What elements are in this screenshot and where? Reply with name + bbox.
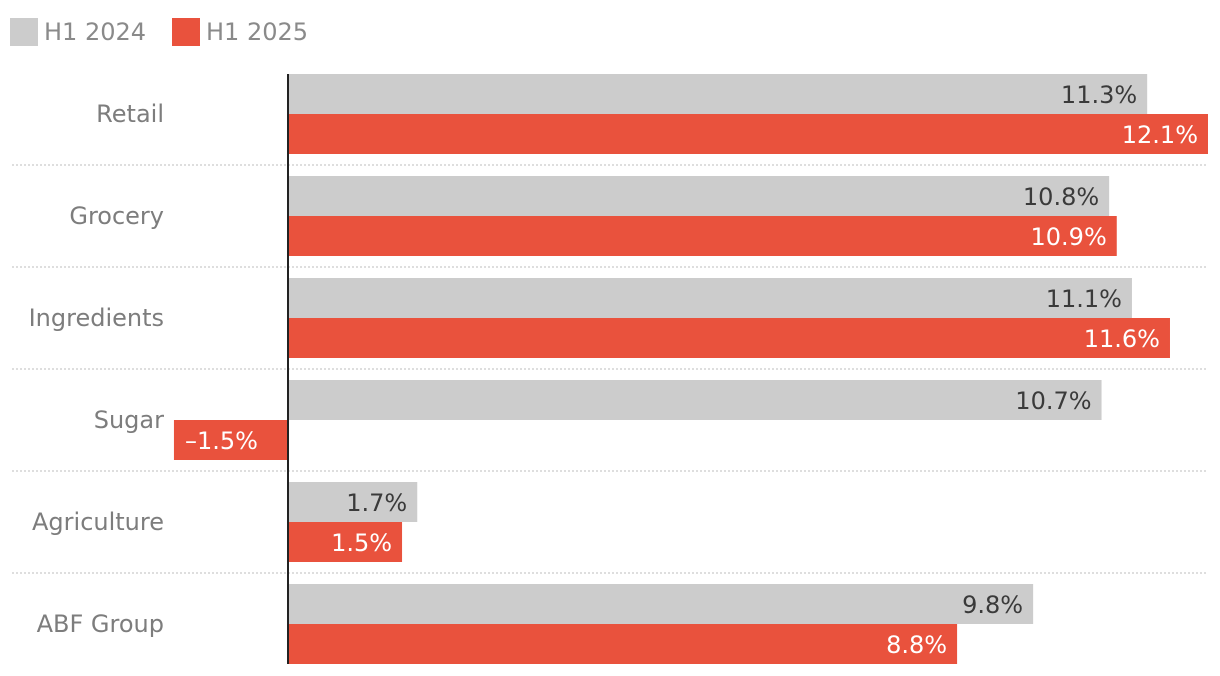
category-labels: Retail Grocery Ingredients Sugar Agriculture… <box>29 100 165 638</box>
category-label-abf-group: ABF Group <box>37 610 164 638</box>
bar-h1-2024-ingredients <box>288 278 1132 318</box>
bar-h1-2025-retail <box>288 114 1208 154</box>
category-separators <box>12 164 1208 574</box>
bars <box>173 74 1208 664</box>
bar-h1-2024-retail <box>288 74 1148 114</box>
category-label-ingredients: Ingredients <box>29 304 164 332</box>
value-label-h1-2024-ingredients: 11.1% <box>1046 285 1122 313</box>
category-label-sugar: Sugar <box>94 406 164 434</box>
category-label-agriculture: Agriculture <box>32 508 164 536</box>
bar-h1-2025-ingredients <box>288 318 1170 358</box>
legend-swatch-h1-2024 <box>10 18 38 46</box>
value-label-h1-2024-grocery: 10.8% <box>1023 183 1099 211</box>
value-label-h1-2025-agriculture: 1.5% <box>331 529 392 557</box>
value-label-h1-2025-grocery: 10.9% <box>1031 223 1107 251</box>
value-label-h1-2025-sugar: –1.5% <box>185 427 258 455</box>
value-label-h1-2024-abf-group: 9.8% <box>962 591 1023 619</box>
value-label-h1-2025-retail: 12.1% <box>1122 121 1198 149</box>
value-label-h1-2024-retail: 11.3% <box>1061 81 1137 109</box>
bar-h1-2025-agriculture <box>288 522 403 562</box>
legend: H1 2024 H1 2025 <box>10 18 308 46</box>
bar-h1-2024-grocery <box>288 176 1110 216</box>
category-label-retail: Retail <box>96 100 164 128</box>
legend-label-h1-2025: H1 2025 <box>206 18 308 46</box>
value-label-h1-2024-agriculture: 1.7% <box>346 489 407 517</box>
legend-swatch-h1-2025 <box>172 18 200 46</box>
value-label-h1-2025-abf-group: 8.8% <box>886 631 947 659</box>
bar-h1-2025-grocery <box>288 216 1117 256</box>
legend-label-h1-2024: H1 2024 <box>44 18 146 46</box>
value-label-h1-2025-ingredients: 11.6% <box>1084 325 1160 353</box>
bar-h1-2025-abf-group <box>288 624 958 664</box>
value-label-h1-2024-sugar: 10.7% <box>1015 387 1091 415</box>
category-label-grocery: Grocery <box>69 202 164 230</box>
bar-h1-2024-agriculture <box>288 482 418 522</box>
bar-h1-2024-abf-group <box>288 584 1034 624</box>
bar-h1-2024-sugar <box>288 380 1102 420</box>
value-labels: 11.3% 12.1% 10.8% 10.9% 11.1% 11.6% 10.7% –1.5%… <box>185 81 1198 659</box>
bar-h1-2025-sugar <box>173 420 288 460</box>
